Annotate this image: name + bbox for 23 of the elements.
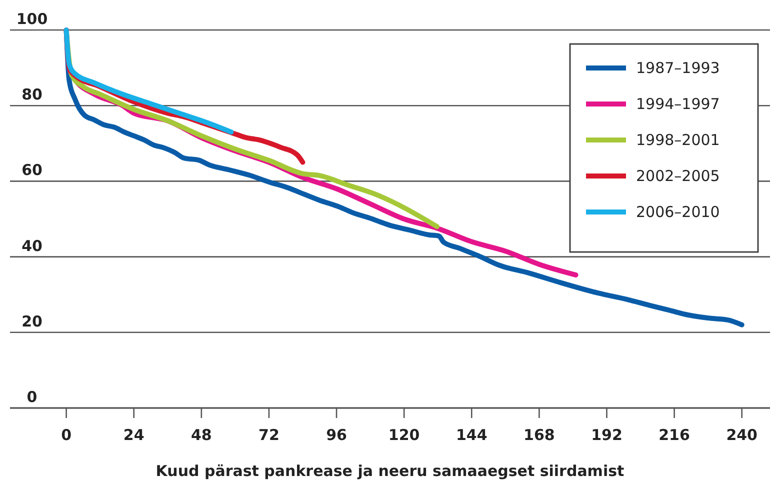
x-tick-label: 0	[61, 426, 72, 444]
y-tick-label: 20	[22, 312, 42, 330]
x-tick-label: 240	[726, 426, 758, 444]
x-tick-label: 120	[388, 426, 420, 444]
legend-label: 2006–2010	[636, 203, 720, 221]
y-tick-label: 80	[22, 86, 42, 104]
x-tick-label: 48	[190, 426, 212, 444]
y-tick-label: 100	[16, 10, 48, 28]
legend-label: 1987–1993	[636, 59, 720, 77]
legend-label: 1994–1997	[636, 95, 720, 113]
x-tick-label: 144	[456, 426, 488, 444]
x-tick-label: 24	[123, 426, 144, 444]
x-tick-label: 192	[591, 426, 622, 444]
x-tick-label: 168	[524, 426, 555, 444]
x-axis-title: Kuud pärast pankrease ja neeru samaaegset siirdamist	[156, 462, 624, 480]
x-tick-label: 216	[658, 426, 690, 444]
x-tick-label: 96	[326, 426, 347, 444]
y-tick-label: 0	[26, 388, 38, 406]
y-tick-label: 60	[22, 161, 42, 180]
legend-label: 1998–2001	[636, 131, 720, 149]
legend-label: 2002–2005	[636, 167, 720, 185]
y-tick-label: 40	[22, 236, 42, 255]
x-tick-label: 72	[258, 426, 280, 444]
